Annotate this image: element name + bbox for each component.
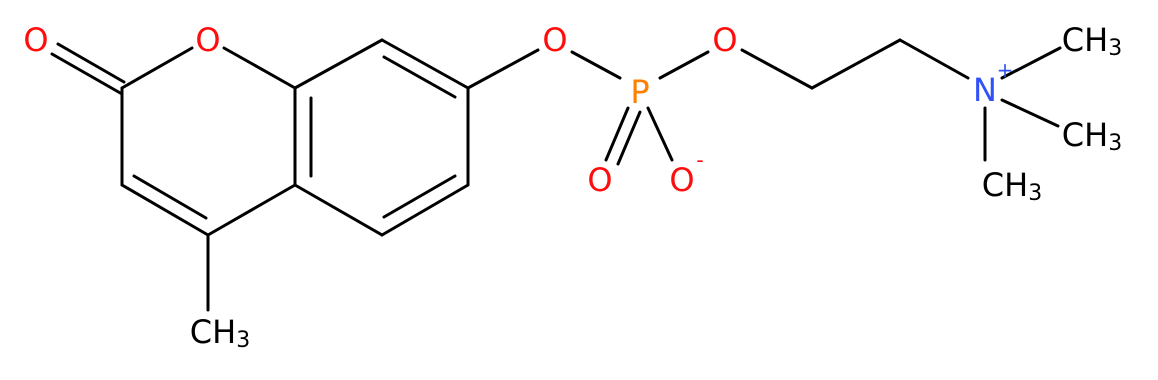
- bond: [380, 183, 470, 237]
- atom-label: CH3: [1062, 116, 1122, 156]
- atom-label: P: [630, 73, 649, 111]
- subscript: 3: [1108, 36, 1122, 61]
- atom-label: CH3: [190, 313, 250, 353]
- bond: [1000, 46, 1062, 80]
- bond: [382, 55, 457, 99]
- bond: [206, 183, 297, 237]
- label-text: CH: [1062, 116, 1108, 154]
- bond: [1000, 98, 1060, 128]
- atom-label: CH3: [982, 166, 1042, 206]
- atom-label: O: [712, 21, 737, 59]
- bond: [646, 106, 674, 162]
- subscript: 3: [236, 328, 250, 353]
- atom-label: O: [542, 21, 567, 59]
- bonds: [50, 38, 1062, 312]
- bond: [120, 46, 194, 90]
- bond: [293, 38, 384, 90]
- bond: [740, 48, 814, 90]
- charge: +: [997, 58, 1014, 82]
- atom-label: O: [669, 161, 694, 199]
- subscript: 3: [1108, 131, 1122, 156]
- bond: [466, 48, 540, 90]
- atom-label: N: [973, 71, 997, 109]
- atom-label: O: [587, 161, 612, 199]
- bond: [570, 50, 622, 80]
- atoms: O O O P O O O - N + CH3 CH3 CH3 CH3: [23, 21, 1122, 353]
- bond: [810, 38, 902, 90]
- bond: [616, 110, 642, 166]
- charge: -: [696, 148, 703, 172]
- atom-label: O: [23, 21, 48, 59]
- bond: [293, 183, 384, 237]
- atom-label: O: [195, 21, 220, 59]
- bond: [222, 46, 297, 90]
- subscript: 3: [1028, 181, 1042, 206]
- bond: [380, 38, 470, 90]
- bond: [604, 106, 630, 162]
- bond: [382, 174, 457, 219]
- bond: [658, 50, 710, 80]
- bond: [898, 38, 970, 80]
- label-text: CH: [190, 313, 236, 351]
- atom-label: CH3: [1062, 21, 1122, 61]
- label-text: CH: [982, 166, 1028, 204]
- bond: [132, 174, 208, 220]
- bond: [50, 52, 124, 96]
- bond: [56, 42, 126, 84]
- bond: [120, 183, 210, 237]
- label-text: CH: [1062, 21, 1108, 59]
